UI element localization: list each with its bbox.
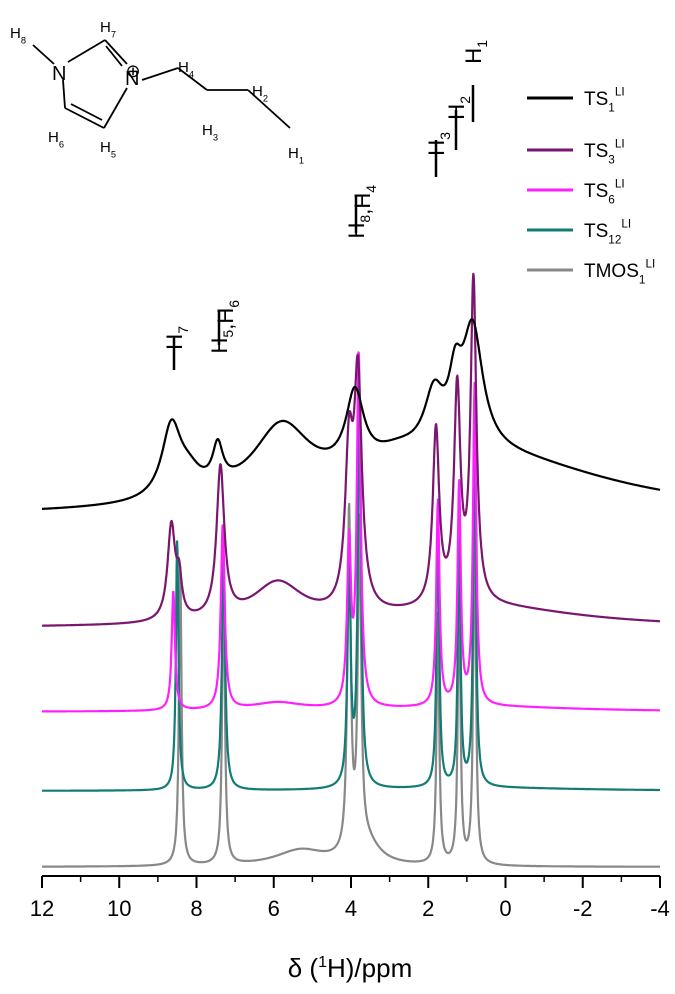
x-tick-label: 10 <box>107 896 131 921</box>
peak-label: H1 <box>461 40 490 64</box>
h-label: H3 <box>202 122 218 142</box>
bond <box>103 87 128 129</box>
x-tick-label: -2 <box>573 896 593 921</box>
bond <box>247 89 291 129</box>
h-label: H8 <box>10 25 26 45</box>
h-label: H5 <box>100 139 116 159</box>
peak-label: H5,H6 <box>207 300 242 354</box>
peak-label: H2 <box>444 96 473 120</box>
legend-label: TS3LI <box>584 138 625 167</box>
x-tick-label: -4 <box>650 896 670 921</box>
bond <box>177 67 208 91</box>
legend-label: TS6LI <box>584 178 625 207</box>
atom-n1: N <box>52 63 66 85</box>
h-label: H7 <box>100 19 116 39</box>
h-label: H1 <box>288 145 304 165</box>
bond <box>64 107 105 129</box>
bond <box>105 45 123 67</box>
x-tick-label: 8 <box>190 896 202 921</box>
spectra-layer <box>41 272 661 868</box>
x-tick-label: 4 <box>345 896 357 921</box>
bond <box>70 103 103 121</box>
peak-label: H7 <box>162 326 191 350</box>
legend-label: TS1LI <box>584 86 625 115</box>
x-axis: 12 10 8 6 4 2 0 -2 -4 δ (1H)/ppm <box>30 875 670 983</box>
positive-charge: ⊕ <box>125 61 140 81</box>
peak-label: H8,H4 <box>344 185 379 239</box>
series-line-ts6 <box>41 351 661 713</box>
series-line-ts1 <box>41 318 661 510</box>
peak-labels: H7 H5,H6 H8,H4 H3 H2 H1 <box>162 40 490 370</box>
bond <box>104 39 128 65</box>
series-line-ts3 <box>41 272 661 627</box>
x-tick-label: 0 <box>499 896 511 921</box>
series-line-ts12 <box>41 392 661 792</box>
bond <box>32 44 55 65</box>
legend: TS1LI TS3LI TS6LI TS12LI TMOS1LI <box>527 86 655 287</box>
x-tick-label: 6 <box>268 896 280 921</box>
x-axis-label: δ (1H)/ppm <box>288 953 413 983</box>
h-label: H2 <box>252 83 268 103</box>
legend-label: TS12LI <box>584 218 631 247</box>
bond <box>62 79 66 109</box>
x-tick-label: 12 <box>30 896 54 921</box>
x-tick-label: 2 <box>422 896 434 921</box>
legend-label: TMOS1LI <box>584 258 655 287</box>
peak-label: H3 <box>424 132 453 156</box>
bond <box>67 39 106 63</box>
h-label: H6 <box>48 129 64 149</box>
bond <box>141 67 179 81</box>
atom-n3: N <box>125 68 139 90</box>
h-label: H4 <box>178 59 194 79</box>
